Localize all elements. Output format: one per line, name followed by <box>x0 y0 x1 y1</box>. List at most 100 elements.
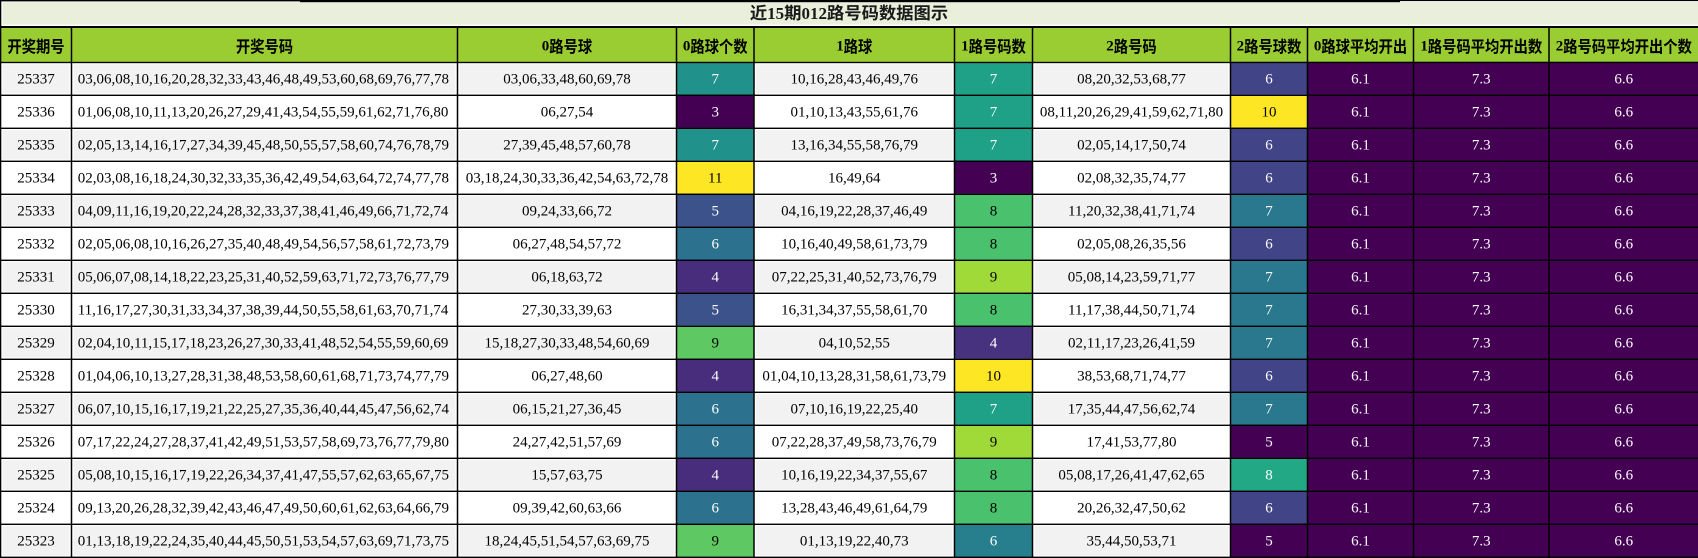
svg-text:05,08,17,26,41,47,62,65: 05,08,17,26,41,47,62,65 <box>1058 468 1204 484</box>
svg-text:2: 2 <box>1106 39 1114 55</box>
svg-text:6.6: 6.6 <box>1614 369 1633 385</box>
svg-text:01,06,08,10,11,13,20,26,27,29,: 01,06,08,10,11,13,20,26,27,29,41,43,54,5… <box>78 105 449 121</box>
svg-text:25328: 25328 <box>17 369 55 385</box>
svg-text:7.3: 7.3 <box>1472 501 1491 517</box>
svg-text:17,35,44,47,56,62,74: 17,35,44,47,56,62,74 <box>1068 402 1196 418</box>
svg-text:7.3: 7.3 <box>1472 435 1491 451</box>
svg-text:7: 7 <box>1265 303 1273 319</box>
svg-text:2: 2 <box>1237 39 1245 55</box>
svg-text:7.3: 7.3 <box>1472 270 1491 286</box>
svg-text:5: 5 <box>1265 435 1273 451</box>
svg-text:25333: 25333 <box>17 204 55 220</box>
svg-text:25335: 25335 <box>17 138 55 154</box>
svg-text:3: 3 <box>990 171 998 187</box>
svg-text:17,41,53,77,80: 17,41,53,77,80 <box>1087 435 1177 451</box>
svg-text:25326: 25326 <box>17 435 55 451</box>
svg-text:6.6: 6.6 <box>1614 435 1633 451</box>
svg-text:6.1: 6.1 <box>1351 534 1370 550</box>
svg-text:7.3: 7.3 <box>1472 402 1491 418</box>
svg-text:6.6: 6.6 <box>1614 138 1633 154</box>
svg-text:20,26,32,47,50,62: 20,26,32,47,50,62 <box>1077 501 1186 517</box>
svg-text:25323: 25323 <box>17 534 55 550</box>
svg-text:7: 7 <box>1265 270 1273 286</box>
svg-text:09,24,33,66,72: 09,24,33,66,72 <box>522 204 612 220</box>
svg-text:01,13,19,22,40,73: 01,13,19,22,40,73 <box>800 534 909 550</box>
svg-text:0: 0 <box>683 39 691 55</box>
svg-text:7: 7 <box>990 402 998 418</box>
svg-text:7.3: 7.3 <box>1472 171 1491 187</box>
svg-text:1: 1 <box>1420 39 1428 55</box>
svg-text:6.1: 6.1 <box>1351 369 1370 385</box>
svg-text:06,27,48,54,57,72: 06,27,48,54,57,72 <box>513 237 622 253</box>
svg-text:6.6: 6.6 <box>1614 72 1633 88</box>
svg-text:06,18,63,72: 06,18,63,72 <box>531 270 602 286</box>
svg-text:7.3: 7.3 <box>1472 204 1491 220</box>
svg-text:6.1: 6.1 <box>1351 270 1370 286</box>
svg-text:7: 7 <box>1265 402 1273 418</box>
svg-text:7.3: 7.3 <box>1472 468 1491 484</box>
svg-text:6.6: 6.6 <box>1614 402 1633 418</box>
svg-text:09,13,20,26,28,32,39,42,43,46,: 09,13,20,26,28,32,39,42,43,46,47,49,50,6… <box>78 501 449 517</box>
svg-text:35,44,50,53,71: 35,44,50,53,71 <box>1087 534 1177 550</box>
svg-text:25324: 25324 <box>17 501 55 517</box>
svg-text:7: 7 <box>990 105 998 121</box>
svg-text:04,16,19,22,28,37,46,49: 04,16,19,22,28,37,46,49 <box>781 204 927 220</box>
svg-text:03,06,08,10,16,20,28,32,33,43,: 03,06,08,10,16,20,28,32,33,43,46,48,49,5… <box>78 72 449 88</box>
svg-text:07,17,22,24,27,28,37,41,42,49,: 07,17,22,24,27,28,37,41,42,49,51,53,57,5… <box>78 435 449 451</box>
svg-text:6.6: 6.6 <box>1614 171 1633 187</box>
svg-text:6.1: 6.1 <box>1351 303 1370 319</box>
svg-text:01,04,06,10,13,27,28,31,38,48,: 01,04,06,10,13,27,28,31,38,48,53,58,60,6… <box>78 369 449 385</box>
svg-text:11,16,17,27,30,31,33,34,37,38,: 11,16,17,27,30,31,33,34,37,38,39,44,50,5… <box>78 303 449 319</box>
svg-text:9: 9 <box>712 336 720 352</box>
svg-text:6.1: 6.1 <box>1351 72 1370 88</box>
svg-text:11,17,38,44,50,71,74: 11,17,38,44,50,71,74 <box>1068 303 1195 319</box>
svg-text:6: 6 <box>712 501 720 517</box>
svg-text:10: 10 <box>986 369 1001 385</box>
svg-text:11,20,32,38,41,71,74: 11,20,32,38,41,71,74 <box>1068 204 1195 220</box>
svg-text:05,08,10,15,16,17,19,22,26,34,: 05,08,10,15,16,17,19,22,26,34,37,41,47,5… <box>78 468 449 484</box>
svg-text:02,05,13,14,16,17,27,34,39,45,: 02,05,13,14,16,17,27,34,39,45,48,50,55,5… <box>78 138 449 154</box>
svg-text:02,04,10,11,15,17,18,23,26,27,: 02,04,10,11,15,17,18,23,26,27,30,33,41,4… <box>78 336 449 352</box>
svg-text:6.1: 6.1 <box>1351 402 1370 418</box>
svg-text:03,06,33,48,60,69,78: 03,06,33,48,60,69,78 <box>503 72 631 88</box>
svg-text:04,09,11,16,19,20,22,24,28,32,: 04,09,11,16,19,20,22,24,28,32,33,37,38,4… <box>78 204 449 220</box>
svg-text:8: 8 <box>990 303 998 319</box>
svg-text:6: 6 <box>712 435 720 451</box>
svg-text:16,31,34,37,55,58,61,70: 16,31,34,37,55,58,61,70 <box>781 303 927 319</box>
svg-text:6.6: 6.6 <box>1614 237 1633 253</box>
svg-text:7: 7 <box>990 138 998 154</box>
svg-text:10,16,19,22,34,37,55,67: 10,16,19,22,34,37,55,67 <box>781 468 928 484</box>
svg-text:07,22,25,31,40,52,73,76,79: 07,22,25,31,40,52,73,76,79 <box>772 270 937 286</box>
svg-text:02,05,08,26,35,56: 02,05,08,26,35,56 <box>1077 237 1186 253</box>
svg-text:06,27,48,60: 06,27,48,60 <box>531 369 602 385</box>
svg-text:6.1: 6.1 <box>1351 105 1370 121</box>
svg-text:04,10,52,55: 04,10,52,55 <box>819 336 890 352</box>
svg-text:6: 6 <box>1265 171 1273 187</box>
svg-text:4: 4 <box>712 369 720 385</box>
svg-text:25336: 25336 <box>17 105 55 121</box>
svg-text:15: 15 <box>767 4 784 23</box>
svg-text:6.6: 6.6 <box>1614 105 1633 121</box>
svg-text:6: 6 <box>712 237 720 253</box>
svg-text:7.3: 7.3 <box>1472 138 1491 154</box>
svg-text:10: 10 <box>1262 105 1277 121</box>
svg-text:6: 6 <box>1265 501 1273 517</box>
svg-text:7: 7 <box>1265 336 1273 352</box>
svg-text:6: 6 <box>1265 237 1273 253</box>
svg-text:27,30,33,39,63: 27,30,33,39,63 <box>522 303 612 319</box>
svg-text:06,27,54: 06,27,54 <box>541 105 594 121</box>
svg-text:25331: 25331 <box>17 270 55 286</box>
svg-text:6.1: 6.1 <box>1351 435 1370 451</box>
svg-text:1: 1 <box>961 39 969 55</box>
svg-text:6: 6 <box>712 402 720 418</box>
svg-text:0: 0 <box>542 39 550 55</box>
svg-text:5: 5 <box>1265 534 1273 550</box>
svg-text:05,06,07,08,14,18,22,23,25,31,: 05,06,07,08,14,18,22,23,25,31,40,52,59,6… <box>78 270 449 286</box>
svg-text:5: 5 <box>712 204 720 220</box>
svg-text:25325: 25325 <box>17 468 55 484</box>
svg-text:5: 5 <box>712 303 720 319</box>
svg-text:8: 8 <box>990 501 998 517</box>
svg-text:18,24,45,51,54,57,63,69,75: 18,24,45,51,54,57,63,69,75 <box>485 534 650 550</box>
svg-text:6: 6 <box>990 534 998 550</box>
svg-text:6.1: 6.1 <box>1351 336 1370 352</box>
